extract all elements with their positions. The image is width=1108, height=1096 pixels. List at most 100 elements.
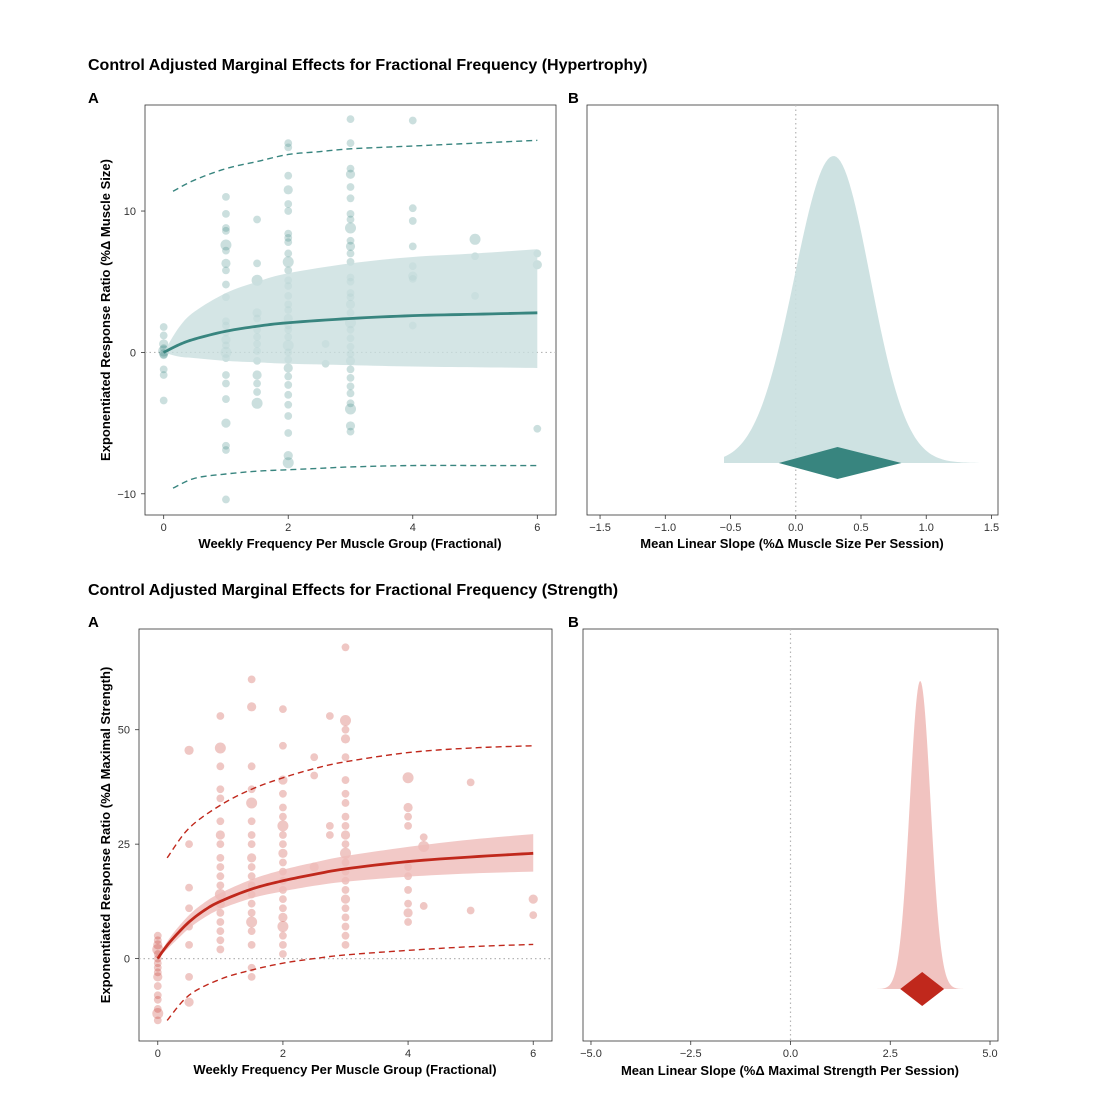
str-a-data-point [341,643,350,652]
str-a-data-point [341,753,350,762]
hyp-a-data-point [284,429,293,437]
str-a-data-point [341,904,350,913]
hyp-a-data-point [222,246,230,255]
str-a-data-point [247,908,256,917]
str-a-panel-label: A [88,614,99,631]
str-a-confidence-band [157,834,534,959]
hyp-b-x-tick-label: 1.0 [919,522,934,534]
str-a-data-point [404,812,412,821]
hyp-a-data-point [345,403,356,415]
hyp-b-x-tick-label: 0.0 [788,522,803,534]
hyp-a-confidence-band [163,249,538,368]
str-a-data-point [184,997,194,1007]
str-b-x-tick-label: −2.5 [680,1048,702,1060]
str-a-data-point [340,894,351,904]
hyp-a-data-point [346,115,355,124]
hyp-a-data-point [222,266,230,275]
str-a-data-point [185,840,193,849]
str-a-data-point [341,940,350,949]
hyp-a-data-point [283,451,293,461]
hyp-a-y-tick-label: 10 [124,206,136,218]
str-a-data-point [341,725,350,734]
hyp-a-data-point [533,424,542,433]
str-b-x-tick-label: 2.5 [883,1048,898,1060]
hyp-a-data-point [283,185,293,195]
hyp-a-y-axis-label: Exponentiated Response Ratio (%Δ Muscle … [98,159,113,461]
str-a-data-point [216,712,225,720]
hyp-a-data-point [284,139,293,148]
str-a-data-point [325,712,334,720]
hyp-a-y-tick-label: 0 [130,347,136,359]
str-a-data-point [341,821,350,830]
hyp-b-plot-frame [586,104,999,516]
str-a-data-point [247,863,256,871]
hyp-a-data-point [346,236,355,245]
str-a-data-point [341,931,350,940]
str-a-data-point [216,762,225,771]
str-a-data-point [216,945,225,954]
hyp-b-x-tick-label: 0.5 [853,522,868,534]
hyp-a-data-point [346,382,355,391]
str-a-data-point [247,840,256,849]
str-a-data-point [184,745,194,755]
hyp-b-panel-label: B [568,90,579,107]
str-a-data-point [341,799,350,807]
hyp-a-data-point [345,421,356,431]
hyp-a-data-point [345,169,356,179]
str-a-data-point [341,840,350,849]
hyp-b-x-axis-label: Mean Linear Slope (%Δ Muscle Size Per Se… [640,536,943,551]
str-a-data-point [403,908,413,918]
str-a-data-point [341,776,350,784]
str-a-data-point [279,940,287,949]
hypertrophy-section-title: Control Adjusted Marginal Effects for Fr… [88,57,647,74]
hyp-b-x-tick-label: 1.5 [984,522,999,534]
str-a-data-point [279,812,287,821]
hyp-a-data-point [159,371,168,379]
hyp-a-x-tick-label: 6 [534,522,540,534]
str-a-data-point [279,705,287,714]
hyp-a-data-point [222,495,230,504]
str-a-data-point [153,1005,162,1013]
hyp-a-data-point [284,229,293,238]
str-a-data-point [279,858,287,867]
hyp-a-data-point [346,373,355,382]
hyp-a-data-point [222,441,230,450]
str-a-data-point [216,817,225,826]
str-a-data-point [279,831,287,839]
str-a-data-point [215,830,225,840]
str-a-data-point [216,853,225,862]
str-a-data-point [216,881,225,890]
str-a-x-tick-label: 4 [405,1048,411,1060]
str-a-data-point [153,995,162,1004]
str-a-data-point [247,940,256,949]
str-a-x-tick-label: 6 [530,1048,536,1060]
hyp-a-data-point [408,242,417,251]
hyp-b-plot-area: −1.5 −1.0 −0.5 0.0 0.5 1.0 1.5 [589,105,999,534]
str-a-data-point [419,902,428,910]
str-a-data-point [341,789,350,798]
str-a-data-point [277,820,289,832]
str-a-data-point [247,872,256,881]
hyp-a-data-point [469,233,481,245]
hyp-a-data-point [284,412,293,420]
str-a-data-point [216,872,225,881]
hyp-a-x-axis-label: Weekly Frequency Per Muscle Group (Fract… [198,536,501,551]
hyp-b-x-tick-label: −1.5 [589,522,611,534]
str-a-data-point [246,797,258,809]
str-a-data-point [247,853,257,863]
hyp-a-data-point [284,200,293,208]
hyp-a-data-point [346,139,355,148]
hyp-b-x-tick-label: −0.5 [720,522,742,534]
str-a-data-point [325,821,334,830]
str-a-data-point [341,812,350,821]
str-a-data-point [279,803,287,812]
hyp-a-data-point [408,116,417,125]
str-a-data-point [404,899,412,908]
hyp-a-x-tick-label: 0 [161,522,167,534]
str-b-plot-area: −5.0 −2.5 0.0 2.5 5.0 [580,629,998,1060]
hyp-a-data-point [284,171,293,180]
str-a-data-point [340,830,351,840]
hyp-a-plot-area: 0 2 4 6 −10 0 10 [117,115,556,534]
hyp-a-data-point [159,396,168,405]
hyp-b-interval-diamond [778,447,902,479]
